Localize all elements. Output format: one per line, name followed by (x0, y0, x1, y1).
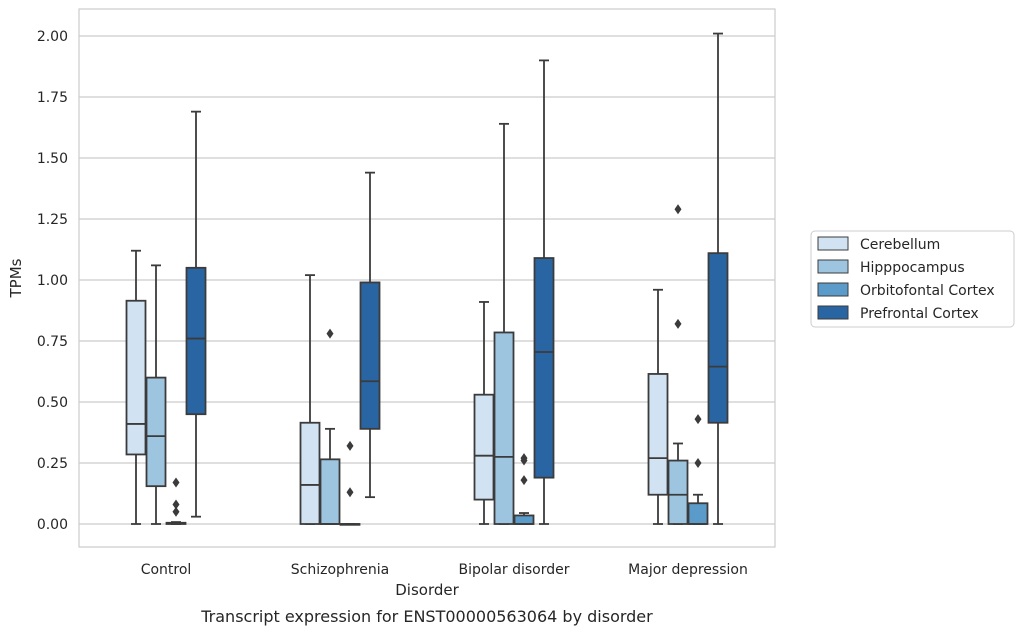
box (647, 373, 669, 496)
legend: Cerebellum Hipppocampus Orbitofontal Corte… (810, 230, 1015, 328)
box-group (687, 414, 709, 525)
x-tick-label: Major depression (628, 562, 748, 578)
outlier-point (674, 318, 682, 329)
y-tick-label: 0.75 (37, 334, 68, 350)
box (667, 459, 689, 525)
outlier-point (172, 506, 180, 517)
y-tick-label: 0.00 (37, 517, 68, 533)
y-axis-title: TPMs (7, 258, 25, 298)
box-group (185, 110, 207, 518)
y-tick-label: 1.50 (37, 151, 68, 167)
x-axis-title: Disorder (395, 581, 459, 599)
legend-swatch (817, 305, 849, 320)
box-group (707, 32, 729, 525)
legend-label: Orbitofontal Cortex (860, 283, 995, 299)
box-group (339, 440, 361, 526)
outlier-point (172, 477, 180, 488)
y-tick-label: 0.50 (37, 395, 68, 411)
box (513, 514, 535, 525)
box (359, 281, 381, 430)
outlier-point (694, 414, 702, 425)
box-group (125, 249, 147, 525)
legend-swatch (817, 236, 849, 251)
box-group (145, 264, 167, 525)
y-tick-label: 0.25 (37, 456, 68, 472)
outlier-point (172, 499, 180, 510)
box (493, 331, 515, 525)
x-tick-label: Schizophrenia (291, 562, 389, 578)
outlier-point (694, 458, 702, 468)
box-group (513, 453, 535, 525)
legend-swatch (817, 259, 849, 274)
box-group (165, 477, 187, 525)
box (185, 266, 207, 416)
chart-caption: Transcript expression for ENST0000056306… (200, 607, 653, 626)
legend-frame (810, 230, 1015, 328)
box-group (473, 301, 495, 525)
box-group (299, 274, 321, 525)
grid-lines (79, 35, 775, 525)
legend-swatch (817, 282, 849, 297)
x-tick-label: Bipolar disorder (458, 562, 569, 578)
box-series (125, 32, 729, 526)
outlier-point (520, 453, 528, 464)
y-tick-label: 1.75 (37, 90, 68, 106)
box (299, 421, 321, 525)
y-tick-labels: 0.00 0.25 0.50 0.75 1.00 1.25 1.50 1.75 2.00 (37, 29, 68, 533)
box (125, 299, 147, 456)
outlier-point (346, 440, 354, 451)
plot-area-frame (78, 8, 776, 548)
box (533, 257, 555, 479)
box-group (533, 59, 555, 525)
outlier-point (326, 328, 334, 339)
box-group (359, 171, 381, 499)
outlier-point (520, 475, 528, 486)
y-tick-label: 1.00 (37, 273, 68, 289)
y-tick-label: 1.25 (37, 212, 68, 228)
legend-label: Cerebellum (860, 237, 940, 253)
box (473, 393, 495, 501)
box (687, 502, 709, 525)
box-group (493, 122, 515, 525)
box (707, 252, 729, 424)
box-group (667, 204, 689, 525)
outlier-point (674, 204, 682, 215)
outlier-point (346, 487, 354, 498)
box-group (647, 288, 669, 525)
x-tick-labels: Control Schizophrenia Bipolar disorder Majo… (141, 562, 748, 578)
legend-label: Hipppocampus (860, 260, 965, 276)
y-tick-label: 2.00 (37, 29, 68, 45)
box (319, 458, 341, 525)
legend-label: Prefrontal Cortex (860, 306, 979, 322)
x-tick-label: Control (141, 562, 192, 578)
box (145, 376, 167, 488)
box-group (319, 328, 341, 525)
